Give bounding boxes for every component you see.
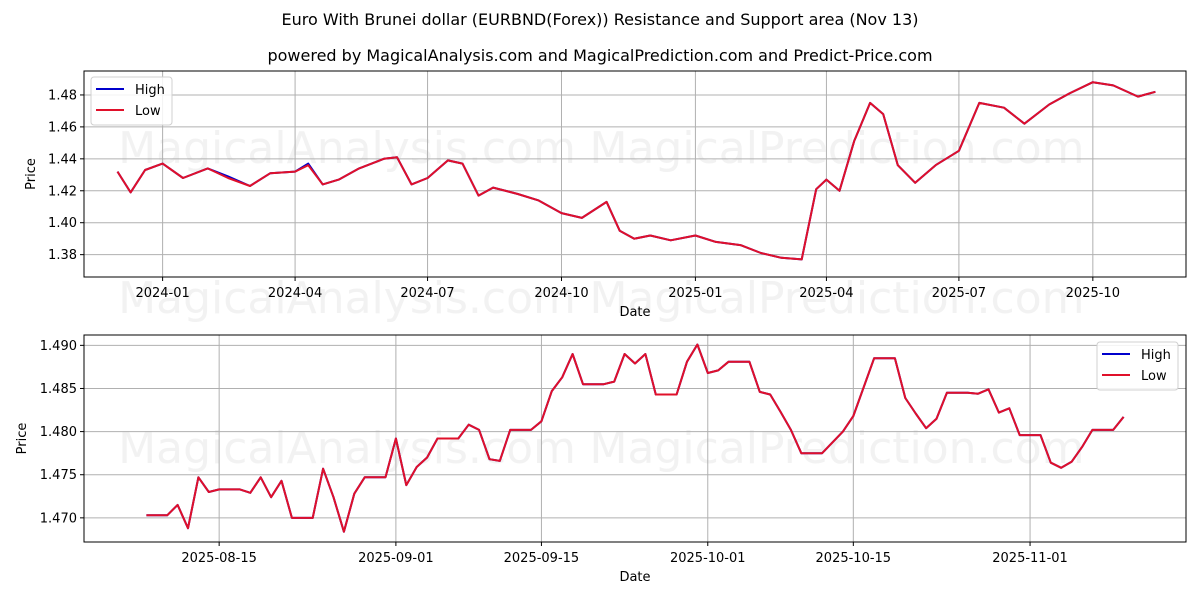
series-line-low [146, 343, 1125, 533]
y-tick-label: 1.42 [48, 184, 77, 199]
chart-title: Euro With Brunei dollar (EURBND(Forex)) … [281, 10, 919, 29]
watermark: MagicalAnalysis.com [118, 123, 576, 174]
y-tick-label: 1.48 [48, 88, 77, 103]
watermark: MagicalAnalysis.com [118, 423, 576, 474]
x-tick-label: 2025-10-15 [816, 551, 892, 566]
x-tick-label: 2025-07 [932, 286, 986, 301]
legend-label-low: Low [1141, 369, 1167, 384]
x-tick-label: 2024-07 [400, 286, 454, 301]
x-tick-label: 2025-09-01 [358, 551, 434, 566]
x-tick-label: 2024-04 [268, 286, 322, 301]
x-tick-label: 2025-01 [668, 286, 722, 301]
x-tick-label: 2024-01 [135, 286, 189, 301]
y-tick-label: 1.480 [40, 425, 77, 440]
watermark: MagicalAnalysis.com [118, 273, 576, 324]
axes-frame [83, 334, 1187, 543]
y-tick-label: 1.485 [40, 382, 77, 397]
legend-label-high: High [135, 83, 165, 98]
x-axis-label: Date [619, 570, 650, 585]
x-tick-label: 2025-08-15 [181, 551, 257, 566]
legend-label-low: Low [135, 104, 161, 119]
y-axis-label: Price [15, 423, 30, 455]
x-tick-label: 2025-04 [799, 286, 853, 301]
x-tick-label: 2025-10-01 [670, 551, 746, 566]
watermark: MagicalPrediction.com [590, 123, 1085, 174]
y-tick-label: 1.475 [40, 468, 77, 483]
axes-frame [83, 70, 1187, 278]
x-tick-label: 2025-10 [1066, 286, 1120, 301]
x-tick-label: 2025-09-15 [504, 551, 580, 566]
x-axis-label: Date [619, 305, 650, 320]
x-tick-label: 2024-10 [534, 286, 588, 301]
watermark: MagicalPrediction.com [590, 273, 1085, 324]
y-axis-label: Price [24, 158, 39, 190]
series-line-low [116, 81, 1156, 261]
y-tick-label: 1.44 [48, 152, 77, 167]
y-tick-label: 1.38 [48, 248, 77, 263]
chart-panel-2: MagicalAnalysis.com MagicalPrediction.com… [15, 334, 1187, 585]
legend: High Low [90, 76, 173, 126]
y-tick-label: 1.490 [40, 339, 77, 354]
watermark: MagicalPrediction.com [590, 423, 1085, 474]
chart-subtitle: powered by MagicalAnalysis.com and Magic… [267, 46, 933, 65]
y-tick-label: 1.46 [48, 120, 77, 135]
legend-label-high: High [1141, 348, 1171, 363]
y-tick-label: 1.40 [48, 216, 77, 231]
chart-panel-1: MagicalAnalysis.com MagicalPrediction.com… [24, 70, 1187, 324]
y-tick-label: 1.470 [40, 511, 77, 526]
legend: High Low [1096, 341, 1179, 391]
x-tick-label: 2025-11-01 [992, 551, 1068, 566]
